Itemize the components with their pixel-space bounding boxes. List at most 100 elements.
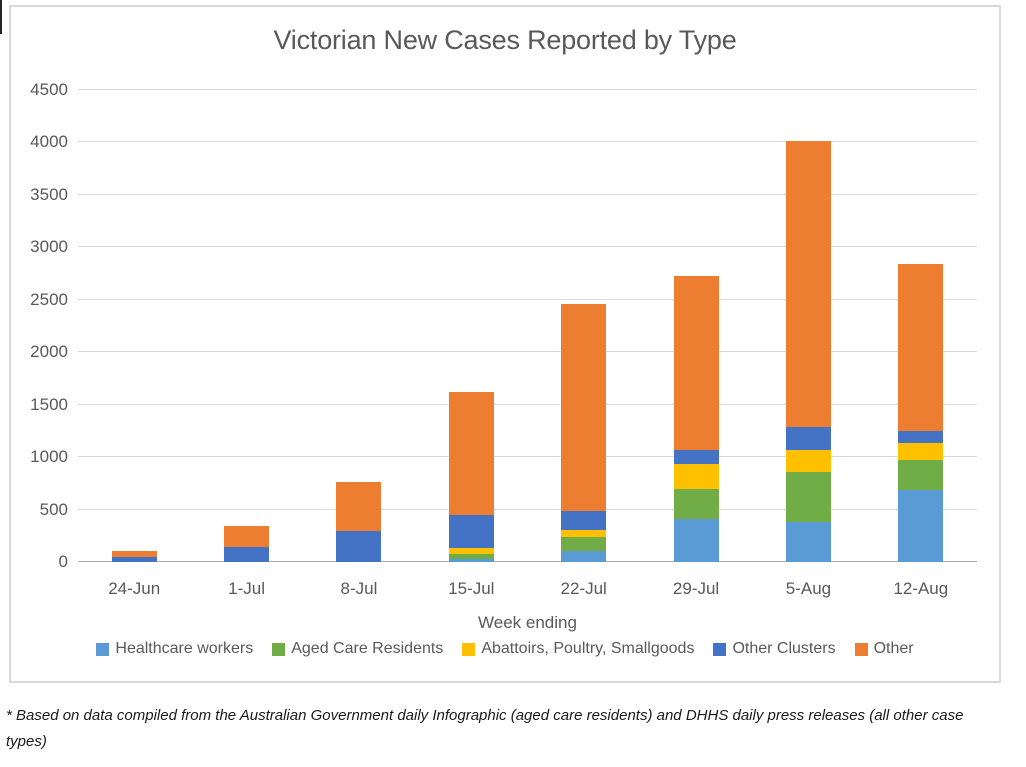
bar-segment: [111, 551, 157, 557]
legend-item: Healthcare workers: [96, 640, 253, 658]
legend-swatch-icon: [713, 642, 727, 656]
x-axis-line: [78, 561, 977, 562]
bar-segment: [111, 556, 157, 562]
bar-slot-1-Jul: [190, 90, 302, 562]
legend-item: Aged Care Residents: [272, 640, 443, 658]
chart-title: Victorian New Cases Reported by Type: [273, 25, 737, 55]
legend: Healthcare workers Aged Care Residents Aba…: [11, 640, 999, 658]
y-axis-tick-label: 4000: [30, 132, 68, 152]
bar-segment: [673, 488, 719, 519]
legend-swatch-icon: [462, 642, 476, 656]
x-axis-tick-label: 8-Jul: [340, 579, 378, 598]
bar-segment: [561, 536, 607, 551]
stacked-bar-12-Aug: [898, 264, 944, 562]
stacked-bar-15-Jul: [448, 392, 494, 562]
legend-swatch-icon: [272, 642, 286, 656]
legend-label: Other Clusters: [732, 640, 836, 657]
gridline: [78, 403, 977, 405]
y-axis-tick-label: 2500: [30, 289, 68, 309]
bar-slot-8-Jul: [303, 90, 415, 562]
bar-segment: [898, 264, 944, 431]
gridline: [78, 193, 977, 195]
x-axis-tick-label: 22-Jul: [560, 579, 607, 598]
bar-segment: [898, 442, 944, 461]
y-axis-tick-label: 0: [58, 552, 68, 571]
x-axis-tick-label: 15-Jul: [448, 579, 495, 598]
x-axis-tick-label: 5-Aug: [785, 579, 832, 598]
gridline: [78, 508, 977, 510]
bar-segment: [673, 275, 719, 450]
bar-segment: [785, 141, 831, 427]
y-axis-tick-label: 1000: [30, 447, 68, 467]
legend-swatch-icon: [854, 642, 868, 656]
bar-segment: [224, 526, 270, 547]
stacked-bar-1-Jul: [224, 526, 270, 562]
bar-slot-24-Jun: [78, 90, 190, 562]
legend-item: Abattoirs, Poultry, Smallgoods: [462, 640, 694, 658]
bar-segment: [448, 559, 494, 562]
x-axis-tick-label: 24-Jun: [108, 579, 161, 598]
footnote: * Based on data compiled from the Austra…: [6, 707, 964, 750]
gridlines: [78, 89, 977, 562]
gridline: [78, 141, 977, 143]
bar-segment: [561, 529, 607, 537]
bar-segment: [561, 551, 607, 562]
legend-label: Other: [873, 640, 914, 657]
bar-segment: [898, 430, 944, 443]
x-axis-tick-label: 12-Aug: [893, 579, 949, 598]
bar-segment: [561, 510, 607, 530]
bar-segment: [224, 546, 270, 562]
bar-segment: [336, 530, 382, 562]
bar-segment: [336, 482, 382, 531]
stacked-bar-22-Jul: [561, 304, 607, 562]
bar-segment: [448, 515, 494, 548]
chart-frame: Victorian New Cases Reported by Type 0 50…: [9, 5, 1001, 683]
y-axis-tick-label: 4500: [30, 80, 68, 99]
gridline: [78, 246, 977, 248]
gridline: [78, 89, 977, 90]
x-axis-tick-label: 1-Jul: [228, 579, 265, 598]
x-axis-labels: 24-Jun 1-Jul 8-Jul 15-Jul 22-Jul 29-Jul 5-Aug 1…: [78, 579, 977, 599]
y-axis-tick-label: 2000: [30, 342, 68, 362]
plot-area: [78, 90, 977, 562]
bar-slot-15-Jul: [415, 90, 527, 562]
bar-slot-5-Aug: [752, 90, 864, 562]
gridline: [78, 456, 977, 458]
bar-segment: [785, 471, 831, 522]
stacked-bar-24-Jun: [111, 551, 157, 562]
bar-segment: [448, 392, 494, 516]
legend-item: Other Clusters: [713, 640, 836, 658]
legend-label: Aged Care Residents: [291, 640, 444, 657]
bar-slot-29-Jul: [640, 90, 752, 562]
bar-slot-22-Jul: [528, 90, 640, 562]
bar-segment: [785, 426, 831, 450]
y-axis-tick-label: 1500: [30, 394, 68, 414]
legend-item: Other: [854, 640, 914, 658]
legend-label: Healthcare workers: [115, 640, 254, 657]
bar-segment: [673, 449, 719, 464]
x-axis-title: Week ending: [478, 613, 577, 632]
bar-slot-12-Aug: [865, 90, 977, 562]
legend-label: Abattoirs, Poultry, Smallgoods: [481, 640, 695, 657]
legend-swatch-icon: [96, 642, 110, 656]
y-axis-tick-label: 3000: [30, 237, 68, 257]
bar-segment: [898, 489, 944, 562]
bar-segment: [561, 304, 607, 511]
gridline: [78, 298, 977, 300]
y-axis-labels: 0 500 1000 1500 2000 2500 3000 3500 4000 4500: [11, 80, 68, 571]
stacked-bar-5-Aug: [785, 141, 831, 562]
screenshot-edge-artifact: [0, 0, 2, 34]
bar-segment: [673, 463, 719, 489]
bar-segment: [898, 460, 944, 490]
bar-segment: [448, 553, 494, 560]
y-axis-tick-label: 3500: [30, 184, 68, 204]
stacked-bar-8-Jul: [336, 482, 382, 562]
bar-segment: [785, 449, 831, 472]
gridline: [78, 351, 977, 353]
stacked-bar-29-Jul: [673, 275, 719, 562]
bar-segment: [448, 547, 494, 554]
bar-segment: [785, 521, 831, 562]
x-axis-tick-label: 29-Jul: [672, 579, 720, 598]
y-axis-tick-label: 500: [39, 499, 68, 519]
